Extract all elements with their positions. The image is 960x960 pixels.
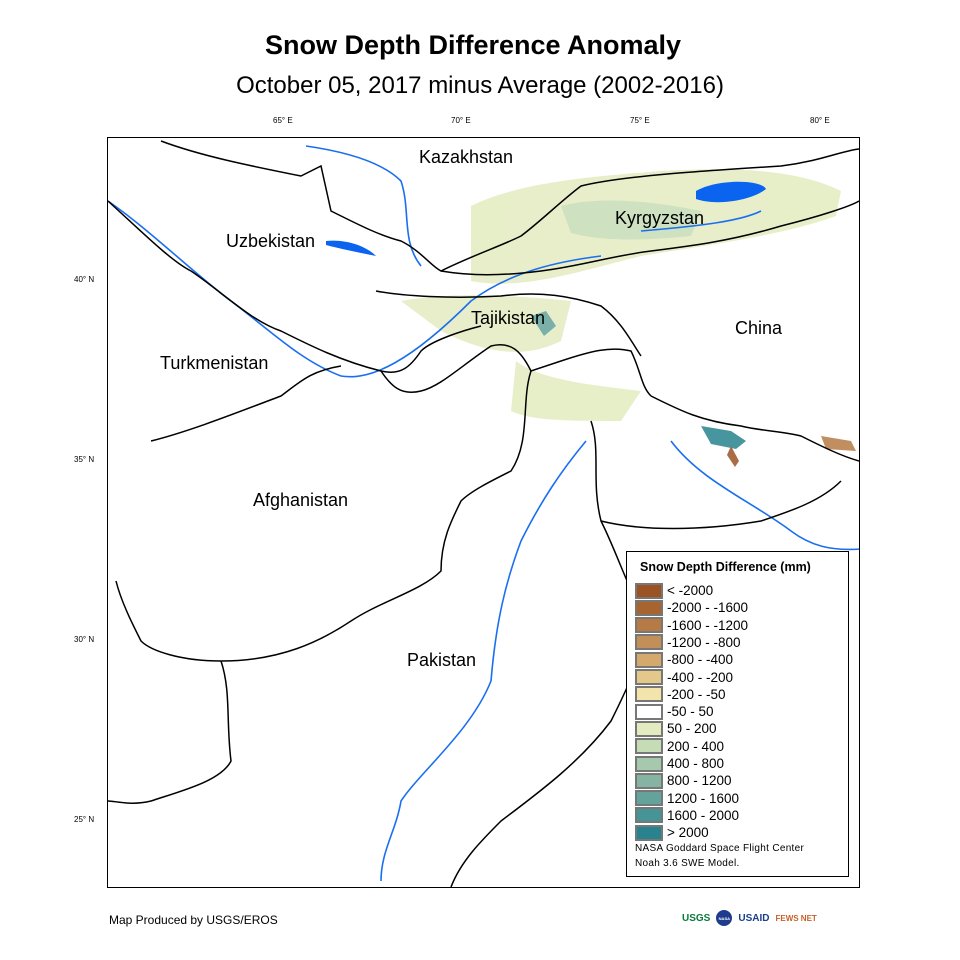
legend-item: 200 - 400 (635, 738, 724, 755)
legend-item: -2000 - -1600 (635, 599, 748, 616)
legend-swatch (635, 582, 663, 599)
legend-label: < -2000 (667, 583, 714, 598)
legend-item: < -2000 (635, 582, 713, 599)
legend: Snow Depth Difference (mm) < -2000 -2000 … (626, 551, 849, 877)
legend-swatch (635, 686, 663, 703)
legend-label: -50 - 50 (667, 704, 714, 720)
legend-title: Snow Depth Difference (mm) (640, 560, 811, 574)
legend-item: -1600 - -1200 (635, 617, 748, 634)
legend-item: 1200 - 1600 (635, 790, 739, 807)
legend-label: -800 - -400 (667, 652, 734, 668)
legend-swatch (635, 599, 663, 616)
label-turkmenistan: Turkmenistan (160, 353, 269, 373)
fewsnet-logo: FEWS NET (775, 913, 817, 923)
legend-item: -800 - -400 (635, 651, 733, 668)
footer-credit: Map Produced by USGS/EROS (109, 913, 278, 927)
legend-label: 200 - 400 (667, 738, 725, 754)
label-afghanistan: Afghanistan (253, 490, 349, 510)
legend-swatch (635, 772, 663, 789)
legend-label: -2000 - -1600 (667, 600, 749, 616)
legend-item: -50 - 50 (635, 703, 714, 720)
legend-label: 1600 - 2000 (667, 807, 740, 823)
legend-swatch (635, 617, 663, 634)
legend-item: 50 - 200 (635, 720, 717, 737)
legend-swatch (635, 703, 663, 720)
legend-label: -1600 - -1200 (667, 617, 749, 633)
legend-label: -200 - -50 (667, 686, 726, 702)
legend-swatch (635, 720, 663, 737)
legend-item: -200 - -50 (635, 686, 726, 703)
legend-swatch (635, 669, 663, 685)
lat-tick: 25° N (74, 815, 95, 824)
map-subtitle: October 05, 2017 minus Average (2002-201… (236, 72, 724, 99)
usgs-logo: USGS (682, 912, 711, 924)
legend-item: 1600 - 2000 (635, 807, 739, 824)
legend-label: 1200 - 1600 (667, 790, 740, 806)
legend-item: 800 - 1200 (635, 772, 732, 789)
legend-swatch (635, 755, 663, 772)
legend-credit: NASA Goddard Space Flight Center (635, 843, 805, 854)
label-tajikistan: Tajikistan (471, 308, 546, 328)
lon-tick: 75° E (630, 116, 650, 125)
label-pakistan: Pakistan (407, 650, 477, 670)
label-china: China (735, 318, 783, 338)
legend-swatch (635, 634, 663, 651)
lon-tick: 80° E (810, 116, 830, 125)
legend-label: > 2000 (667, 825, 709, 841)
rivers (108, 145, 859, 882)
map-title: Snow Depth Difference Anomaly (264, 30, 682, 60)
usaid-logo: USAID (738, 912, 770, 924)
legend-swatch (635, 790, 663, 807)
lat-tick: 40° N (74, 275, 95, 284)
legend-item: > 2000 (635, 824, 709, 841)
legend-swatch (635, 824, 663, 841)
label-kazakhstan: Kazakhstan (419, 147, 514, 167)
map-canvas (108, 140, 859, 887)
water-bodies (326, 181, 766, 256)
lon-tick: 70° E (451, 116, 471, 125)
legend-item: -400 - -200 (635, 669, 733, 686)
map-frame: Kazakhstan Kyrgyzstan Uzbekistan Tajikis… (107, 137, 860, 888)
country-borders (108, 140, 859, 887)
nasa-logo: NASA (716, 910, 733, 926)
legend-item: 400 - 800 (635, 755, 724, 772)
legend-swatch (635, 738, 663, 755)
snow-patches (401, 169, 856, 467)
legend-swatch (635, 807, 663, 824)
legend-item: -1200 - -800 (635, 634, 741, 651)
lat-tick: 30° N (74, 635, 95, 644)
legend-label: 800 - 1200 (667, 773, 732, 789)
legend-label: -1200 - -800 (667, 634, 741, 650)
lat-tick: 35° N (74, 455, 95, 464)
legend-label: 400 - 800 (667, 756, 725, 771)
legend-swatch (635, 651, 663, 668)
legend-label: 50 - 200 (667, 721, 717, 737)
legend-credit: Noah 3.6 SWE Model. (635, 858, 740, 869)
lon-tick: 65° E (273, 116, 293, 125)
partner-logos: USGS NASA USAID FEWS NET (682, 910, 817, 926)
label-kyrgyzstan: Kyrgyzstan (615, 208, 705, 228)
legend-label: -400 - -200 (667, 669, 734, 685)
label-uzbekistan: Uzbekistan (226, 231, 316, 251)
